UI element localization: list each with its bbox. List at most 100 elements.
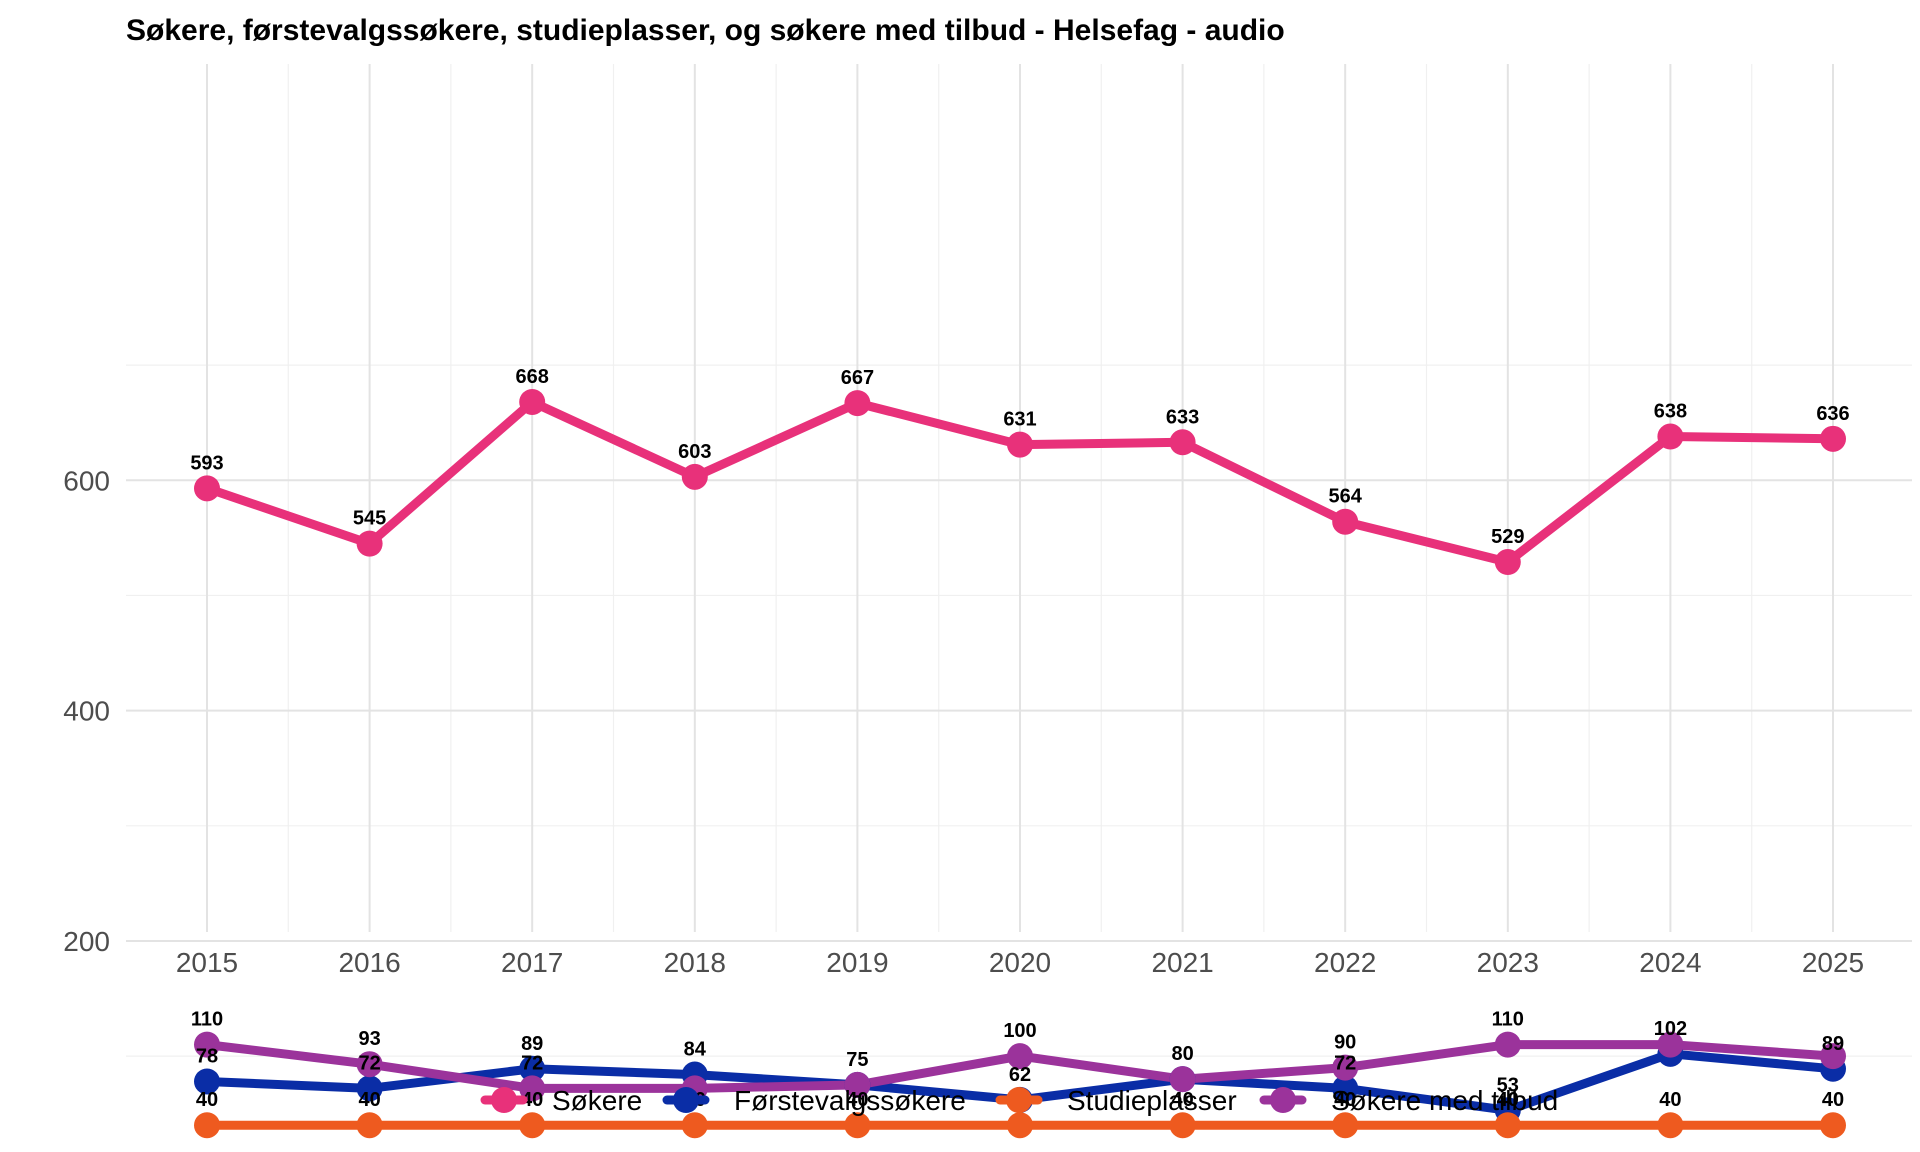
y-tick-label: 600 — [63, 465, 110, 496]
x-tick-label: 2023 — [1477, 947, 1539, 978]
data-point — [1007, 431, 1033, 458]
x-tick-label: 2016 — [338, 947, 400, 978]
data-point — [1657, 1112, 1684, 1139]
data-point — [1007, 1043, 1033, 1070]
data-label: 80 — [1171, 1043, 1193, 1065]
legend: Søkere Førstevalgssøkere Studieplasser Søke… — [480, 1085, 1558, 1116]
data-point — [681, 463, 708, 490]
x-tick-label: 2015 — [176, 947, 238, 978]
data-label: 93 — [358, 1028, 380, 1050]
x-tick-label: 2021 — [1151, 947, 1213, 978]
data-point — [844, 1112, 871, 1139]
data-point — [194, 1068, 220, 1095]
data-point — [356, 1075, 383, 1102]
data-label: 40 — [196, 1089, 218, 1111]
data-label: 40 — [358, 1089, 380, 1111]
data-point — [356, 1051, 383, 1078]
data-label: 72 — [521, 1052, 543, 1074]
data-label: 603 — [678, 441, 711, 463]
data-label: 110 — [191, 1009, 223, 1031]
data-point — [194, 1112, 220, 1139]
data-label: 89 — [521, 1033, 543, 1055]
data-point — [1820, 1112, 1846, 1139]
data-label: 668 — [516, 366, 549, 388]
data-point — [1169, 1066, 1196, 1093]
legend-swatch-point — [1006, 1087, 1032, 1113]
data-label: 110 — [1492, 1009, 1524, 1031]
legend-label: Studieplasser — [1067, 1085, 1237, 1116]
data-label: 40 — [1659, 1089, 1681, 1111]
series-points — [194, 388, 1846, 1139]
data-point — [519, 1055, 546, 1082]
data-label: 564 — [1329, 486, 1363, 508]
data-point — [1169, 1112, 1196, 1139]
data-label: 62 — [1009, 1064, 1031, 1086]
data-point — [1657, 423, 1684, 450]
data-point — [1494, 1112, 1521, 1139]
data-label: 545 — [353, 508, 386, 530]
data-point — [1820, 1043, 1846, 1070]
data-label: 40 — [1334, 1089, 1356, 1111]
data-label: 631 — [1003, 409, 1036, 431]
y-axis: 200 400 600 — [63, 465, 110, 957]
data-point — [844, 1071, 871, 1098]
data-point — [1332, 1054, 1359, 1081]
x-tick-label: 2024 — [1639, 947, 1701, 978]
legend-label: Førstevalgssøkere — [734, 1085, 966, 1116]
data-point — [356, 530, 383, 557]
data-point — [1820, 425, 1846, 452]
data-point — [194, 1031, 220, 1058]
data-label: 75 — [846, 1049, 868, 1071]
data-label: 53 — [1497, 1074, 1519, 1096]
data-label: 633 — [1166, 406, 1199, 428]
data-point — [1494, 549, 1521, 576]
data-label: 72 — [358, 1052, 380, 1074]
data-point — [1332, 1075, 1359, 1102]
data-label: 40 — [521, 1089, 543, 1111]
x-tick-label: 2025 — [1802, 947, 1864, 978]
data-point — [194, 475, 220, 502]
data-label: 636 — [1816, 403, 1849, 425]
data-label: 102 — [1654, 1018, 1687, 1040]
x-tick-label: 2017 — [501, 947, 563, 978]
data-label: 72 — [1334, 1052, 1356, 1074]
data-label: 593 — [190, 452, 223, 474]
data-point — [1494, 1031, 1521, 1058]
legend-label: Søkere — [552, 1085, 642, 1116]
data-point — [1007, 1112, 1033, 1139]
data-label: 40 — [1171, 1089, 1193, 1111]
data-point — [519, 1112, 546, 1139]
data-label: 89 — [1822, 1033, 1844, 1055]
data-point — [356, 1112, 383, 1139]
data-label: 40 — [846, 1089, 868, 1111]
data-label: 90 — [1334, 1032, 1356, 1054]
legend-swatch-point — [673, 1087, 699, 1113]
x-tick-label: 2020 — [989, 947, 1051, 978]
data-label: 638 — [1654, 401, 1687, 423]
data-label: 529 — [1491, 526, 1524, 548]
legend-swatch-point — [1270, 1087, 1296, 1113]
data-point — [519, 1075, 546, 1102]
data-label: 667 — [841, 367, 874, 389]
data-point — [681, 1112, 708, 1139]
data-point — [1657, 1031, 1684, 1058]
data-point — [519, 388, 546, 415]
data-point — [844, 390, 871, 417]
data-label: 100 — [1003, 1020, 1036, 1042]
legend-label: Søkere med tilbud — [1331, 1085, 1558, 1116]
x-tick-label: 2022 — [1314, 947, 1376, 978]
data-label: 40 — [1822, 1089, 1844, 1111]
x-tick-label: 2019 — [826, 947, 888, 978]
y-tick-label: 200 — [63, 926, 110, 957]
data-label: 84 — [684, 1039, 707, 1061]
data-point — [1169, 429, 1196, 456]
data-point — [1332, 1112, 1359, 1139]
data-label: 78 — [196, 1045, 218, 1067]
x-tick-label: 2018 — [664, 947, 726, 978]
y-tick-label: 400 — [63, 696, 110, 727]
major-gridlines — [126, 64, 1912, 942]
chart-title: Søkere, førstevalgssøkere, studieplasser… — [126, 14, 1285, 47]
